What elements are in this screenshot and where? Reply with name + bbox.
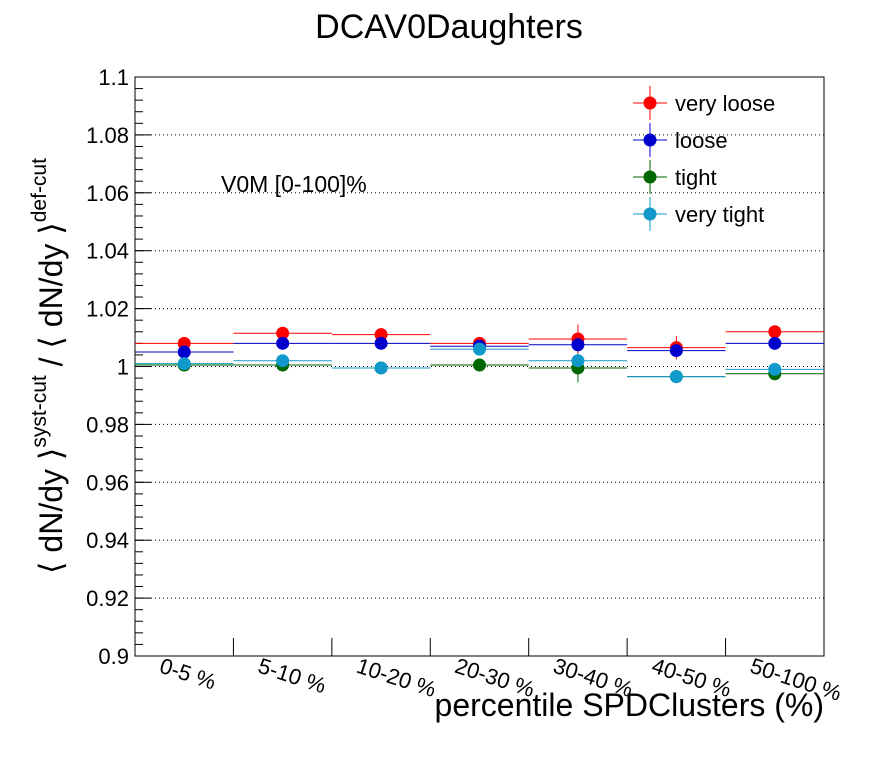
data-point xyxy=(177,357,191,371)
data-point xyxy=(177,345,191,359)
data-point xyxy=(768,336,782,350)
data-point xyxy=(669,344,683,358)
y-tick-label: 0.92 xyxy=(86,586,129,611)
data-point xyxy=(276,326,290,340)
data-point xyxy=(669,370,683,384)
data-point xyxy=(768,362,782,376)
legend-entry: very tight xyxy=(633,197,764,231)
y-title-sup-2: def-cut xyxy=(28,158,51,222)
y-axis: 0.9 0.92 0.94 0.96 0.98 1 1.02 1.04 1.06 1.08 1.1 xyxy=(86,65,151,669)
legend-marker xyxy=(643,96,657,110)
y-tick-label: 0.96 xyxy=(86,470,129,495)
legend-marker xyxy=(643,133,657,147)
series-very-tight xyxy=(135,342,824,384)
legend-marker xyxy=(643,207,657,221)
data-point xyxy=(571,354,585,368)
y-title-part-mid: / xyxy=(33,349,69,376)
data-point xyxy=(473,358,486,372)
y-tick-label: 1.08 xyxy=(86,123,129,148)
legend-label: tight xyxy=(675,165,717,190)
legend: very loose loose tight very tight xyxy=(633,86,775,231)
series-loose xyxy=(135,336,824,359)
series-layer xyxy=(135,324,824,384)
data-point xyxy=(473,342,486,356)
y-tick-label: 0.94 xyxy=(86,528,129,553)
data-point xyxy=(768,325,782,339)
data-point xyxy=(374,361,388,375)
legend-label: very tight xyxy=(675,202,764,227)
data-point xyxy=(571,338,585,352)
data-point xyxy=(276,336,290,350)
y-tick-label: 0.9 xyxy=(98,644,129,669)
x-axis-title: percentile SPDClusters (%) xyxy=(435,687,824,723)
y-title-sup-1: syst-cut xyxy=(28,375,51,448)
y-tick-label: 1.1 xyxy=(98,65,129,90)
data-point xyxy=(276,354,290,368)
annotation-label: V0M [0-100]% xyxy=(221,171,367,197)
y-tick-label: 1.02 xyxy=(86,297,129,322)
y-tick-label: 0.98 xyxy=(86,412,129,437)
legend-entry: tight xyxy=(633,160,717,194)
y-tick-label: 1 xyxy=(117,355,129,380)
legend-label: very loose xyxy=(675,91,775,116)
chart-title: DCAV0Daughters xyxy=(315,8,583,46)
legend-marker xyxy=(643,170,657,184)
data-point xyxy=(374,336,388,350)
y-title-part-2: ⟨ dN/dy ⟩ xyxy=(33,222,69,348)
svg-text:⟨ dN/dy ⟩syst-cut / ⟨ dN/dy ⟩d: ⟨ dN/dy ⟩syst-cut / ⟨ dN/dy ⟩def-cut xyxy=(28,158,69,574)
y-tick-label: 1.04 xyxy=(86,239,129,264)
legend-entry: very loose xyxy=(633,86,775,120)
y-axis-title: ⟨ dN/dy ⟩syst-cut / ⟨ dN/dy ⟩def-cut xyxy=(28,158,69,574)
legend-label: loose xyxy=(675,128,728,153)
legend-entry: loose xyxy=(633,123,728,157)
y-title-part-1: ⟨ dN/dy ⟩ xyxy=(33,448,69,574)
y-tick-label: 1.06 xyxy=(86,181,129,206)
